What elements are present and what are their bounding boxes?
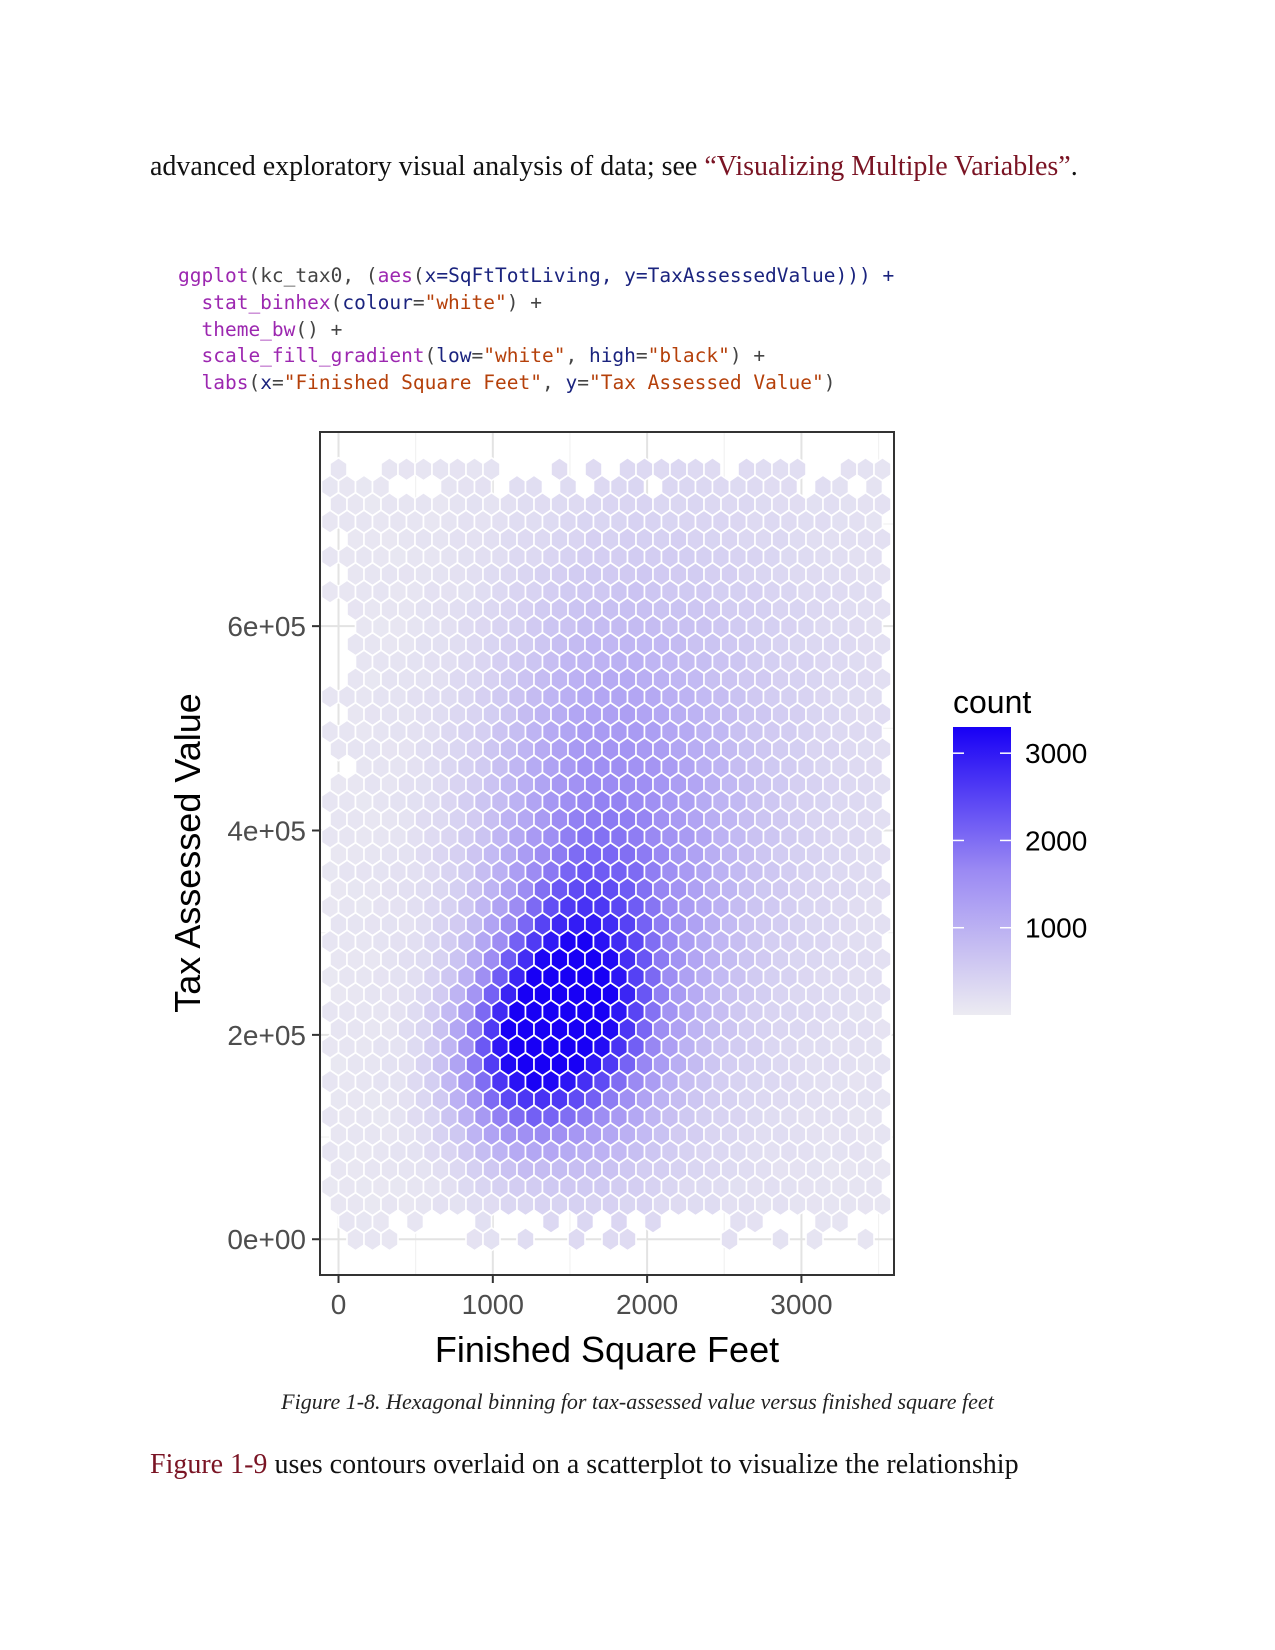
x-tick-label: 0 [331,1289,347,1320]
code-line-1: ggplot(kc_tax0, (aes(x=SqFtTotLiving, y=… [178,264,895,287]
hex-cell [414,456,433,482]
hex-cell [329,456,348,482]
intro-paragraph: advanced exploratory visual analysis of … [150,148,1130,186]
outro-text: uses contours overlaid on a scatterplot … [267,1449,1019,1480]
hex-cell [703,456,722,482]
hex-cell [482,456,501,482]
y-tick-label: 2e+05 [227,1020,306,1051]
hex-cell [320,719,340,745]
legend-label: 3000 [1025,738,1087,769]
hex-cell [431,456,450,482]
hex-cell [320,544,340,570]
hex-cell [550,456,569,482]
x-axis-title: Finished Square Feet [435,1329,779,1370]
hex-cell [329,771,348,797]
legend-label: 2000 [1025,825,1087,856]
plot-panel-border [319,431,895,1276]
hex-cell [524,474,544,500]
legend-label: 1000 [1025,913,1087,944]
hex-cell [320,579,340,605]
x-tick-label: 2000 [616,1289,678,1320]
code-line-5: labs(x="Finished Square Feet", y="Tax As… [201,371,836,395]
hexbin-cells [320,456,892,1252]
hex-cell [788,456,807,482]
x-tick-label: 3000 [770,1289,832,1320]
y-tick-label: 4e+05 [227,816,306,847]
hex-cell [813,474,833,500]
hex-cell [397,456,416,482]
visualizing-multiple-variables-link[interactable]: “Visualizing Multiple Variables” [704,151,1071,182]
hex-cell [652,456,671,482]
hex-cell [669,456,688,482]
hexbin-chart: 0 1000 2000 3000 0e+00 2e+05 4e+05 6e+05 Tax As… [167,431,1087,1370]
hex-cell [448,456,467,482]
hex-cell [771,456,790,482]
hex-cell [635,456,654,482]
hex-cell [618,456,637,482]
figure-1-9-link[interactable]: Figure 1-9 [150,1449,268,1480]
y-axis-title: Tax Assessed Value [167,693,208,1013]
legend: count 3000 2000 1000 [953,684,1087,1015]
hex-cell [397,491,416,517]
y-tick-label: 6e+05 [227,611,306,642]
hex-cell [873,456,892,482]
hex-cell [839,456,858,482]
hex-cell [320,684,340,710]
code-line-4: scale_fill_gradient(low="white", high="b… [201,344,766,368]
hex-cell [754,456,773,482]
hex-cell [771,1226,790,1252]
legend-colorbar [953,727,1011,1015]
intro-end: . [1070,151,1078,182]
hex-cell [507,474,527,500]
intro-text: advanced exploratory visual analysis of … [150,151,705,182]
hex-cell [516,1226,535,1252]
code-block: ggplot(kc_tax0, (aes(x=SqFtTotLiving, y=… [178,263,894,397]
code-line-3: theme_bw() + [201,317,343,341]
figure-caption: Figure 1-8. Hexagonal binning for tax-as… [281,1389,994,1414]
x-tick-label: 1000 [462,1289,524,1320]
hex-cell [856,1226,875,1252]
hex-cell [584,456,603,482]
hex-cell [465,456,484,482]
hex-cell [414,491,433,517]
hex-cell [380,456,399,482]
outro-paragraph: Figure 1-9 uses contours overlaid on a s… [150,1446,1130,1484]
hex-cell [856,456,875,482]
hex-cell [686,456,705,482]
y-tick-label: 0e+00 [227,1224,306,1255]
code-line-2: stat_binhex(colour="white") + [201,290,542,314]
axes: 0 1000 2000 3000 0e+00 2e+05 4e+05 6e+05 [227,611,832,1320]
legend-title: count [953,684,1031,720]
hex-cell [737,456,756,482]
hex-cell [354,474,374,500]
